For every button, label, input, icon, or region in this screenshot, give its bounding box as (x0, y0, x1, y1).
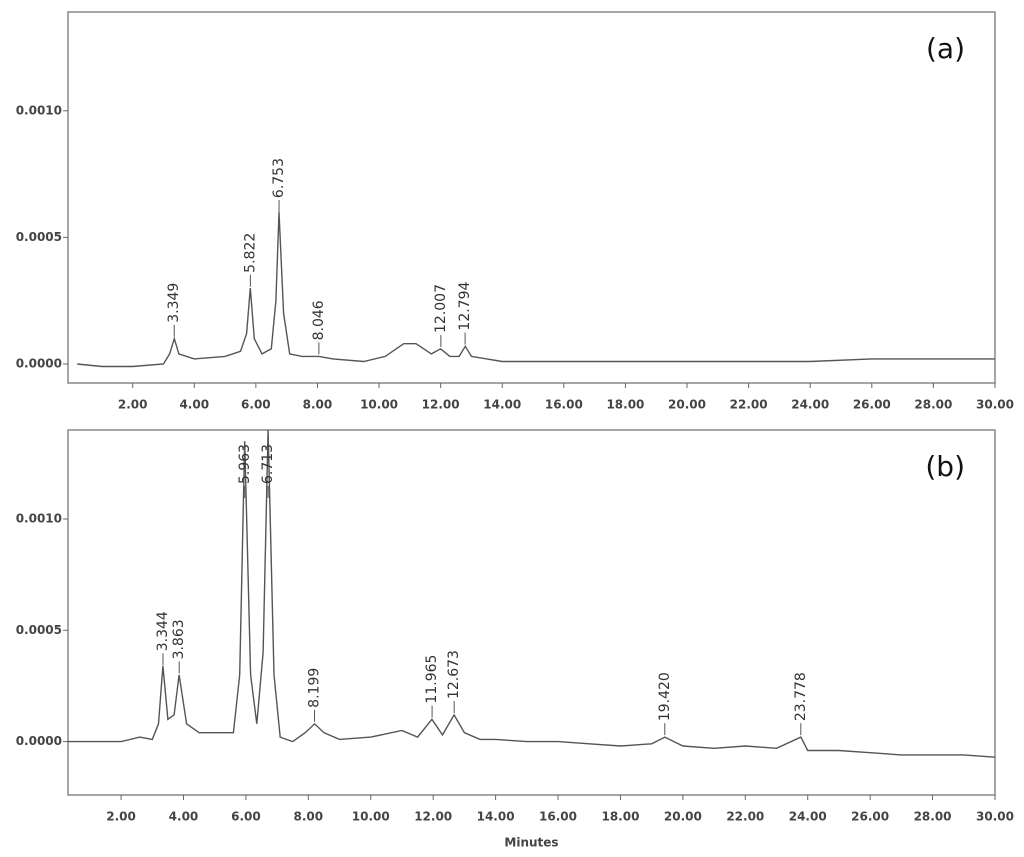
x-tick-label: 18.00 (606, 398, 644, 412)
trace (77, 212, 995, 368)
x-tick-label: 4.00 (179, 398, 209, 412)
x-tick-label: 30.00 (976, 398, 1014, 412)
plot-frame (67, 11, 996, 384)
peak-label: 6.713 (260, 444, 276, 484)
y-tick-label: 0.0000 (16, 357, 62, 371)
x-tick-label: 4.00 (169, 810, 199, 824)
peak-label: 19.420 (657, 672, 673, 721)
x-tick-label: 6.00 (241, 398, 271, 412)
peak-label: 3.344 (155, 611, 171, 651)
x-tick-label: 26.00 (853, 398, 891, 412)
x-tick-label: 14.00 (477, 810, 515, 824)
peak-label: 8.046 (311, 300, 327, 340)
peak-label: 12.673 (446, 650, 462, 699)
y-tick-label: 0.0010 (16, 512, 62, 526)
x-tick-label: 2.00 (118, 398, 148, 412)
x-tick-label: 8.00 (294, 810, 324, 824)
x-tick-label: 12.00 (414, 810, 452, 824)
peak-label: 5.963 (237, 444, 253, 484)
y-tick-label: 0.0005 (16, 623, 62, 637)
x-tick-label: 24.00 (791, 398, 829, 412)
plot-frame (67, 429, 996, 796)
x-tick-label: 16.00 (545, 398, 583, 412)
trace (68, 430, 995, 758)
x-tick-label: 2.00 (106, 810, 136, 824)
x-tick-label: 8.00 (303, 398, 333, 412)
x-axis-label: Minutes (504, 836, 558, 850)
x-tick-label: 22.00 (730, 398, 768, 412)
x-tick-label: 16.00 (539, 810, 577, 824)
peak-label: 23.778 (793, 672, 809, 721)
x-tick-label: 28.00 (914, 810, 952, 824)
peak-label: 3.349 (166, 283, 182, 323)
panel-label: (a) (926, 32, 965, 65)
peak-label: 12.794 (457, 282, 473, 331)
x-tick-label: 10.00 (360, 398, 398, 412)
peak-label: 6.753 (271, 158, 287, 198)
x-tick-label: 12.00 (422, 398, 460, 412)
x-tick-label: 28.00 (914, 398, 952, 412)
x-tick-label: 10.00 (352, 810, 390, 824)
x-tick-label: 14.00 (483, 398, 521, 412)
x-tick-label: 30.00 (976, 810, 1014, 824)
x-tick-label: 26.00 (851, 810, 889, 824)
peak-label: 8.199 (307, 668, 323, 708)
x-tick-label: 20.00 (664, 810, 702, 824)
x-tick-label: 20.00 (668, 398, 706, 412)
y-tick-label: 0.0010 (16, 103, 62, 117)
peak-label: 12.007 (433, 284, 449, 333)
panel-label: (b) (925, 450, 965, 483)
x-tick-label: 18.00 (601, 810, 639, 824)
x-tick-label: 24.00 (789, 810, 827, 824)
y-tick-label: 0.0000 (16, 734, 62, 748)
y-tick-label: 0.0005 (16, 230, 62, 244)
peak-label: 5.822 (242, 233, 258, 273)
x-tick-label: 22.00 (726, 810, 764, 824)
x-tick-label: 6.00 (231, 810, 261, 824)
peak-label: 3.863 (171, 619, 187, 659)
peak-label: 11.965 (424, 655, 440, 704)
